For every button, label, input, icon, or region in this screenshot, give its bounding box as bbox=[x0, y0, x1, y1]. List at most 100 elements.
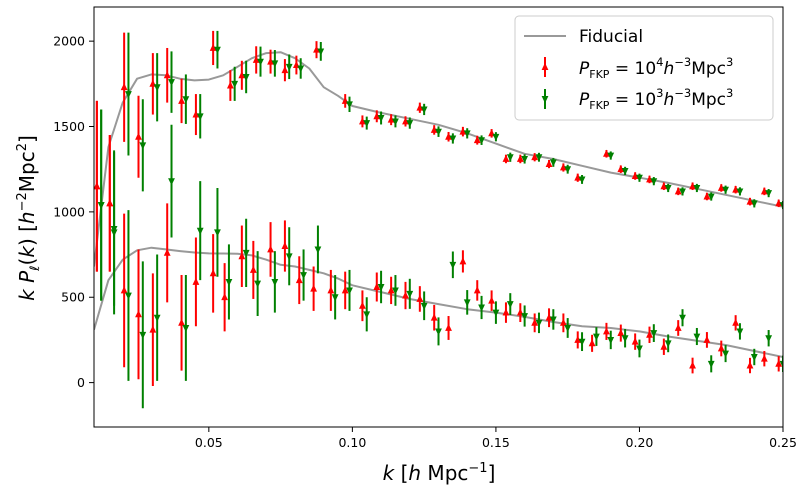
series-1-monopole-point bbox=[660, 182, 668, 190]
series-2-quadrupole-point bbox=[242, 249, 250, 258]
series-1-quadrupole-point bbox=[430, 313, 438, 321]
series-1-monopole-point bbox=[226, 81, 234, 89]
series-1-quadrupole-point bbox=[473, 286, 481, 294]
series-1-quadrupole-point bbox=[221, 293, 229, 301]
legend-label-fiducial: Fiducial bbox=[579, 27, 643, 47]
series-1-quadrupole-point bbox=[732, 318, 740, 326]
series-1-monopole-point bbox=[775, 199, 783, 207]
series-1-quadrupole-point bbox=[295, 275, 303, 284]
series-1-quadrupole-point bbox=[703, 335, 711, 343]
series-2-monopole-point bbox=[521, 156, 529, 164]
series-2-quadrupole-point bbox=[285, 253, 293, 261]
series-2-quadrupole-point bbox=[736, 328, 744, 336]
series-1-monopole-point bbox=[238, 71, 246, 79]
series-2-monopole-point bbox=[297, 65, 305, 73]
x-tick-label: 0.05 bbox=[195, 435, 223, 450]
series-2-monopole-point bbox=[564, 166, 572, 174]
series-1-monopole-point bbox=[459, 127, 467, 135]
legend-label-series-1: PFKP = 104h−3Mpc3 bbox=[579, 55, 733, 81]
series-1-quadrupole-point bbox=[574, 335, 582, 343]
series-1-quadrupole-point bbox=[163, 248, 171, 256]
series-1-monopole-point bbox=[545, 159, 553, 168]
series-2-monopole-point bbox=[779, 202, 783, 210]
series-2-monopole-point bbox=[420, 106, 428, 114]
series-2-monopole-point bbox=[492, 133, 500, 141]
series-1-monopole-point bbox=[674, 187, 682, 195]
legend-swatch-series-1-marker bbox=[541, 62, 549, 70]
series-1-monopole-point bbox=[178, 96, 185, 104]
series-1-monopole-point bbox=[313, 45, 320, 53]
series-2-monopole-point bbox=[317, 48, 325, 56]
series-1-quadrupole-point bbox=[402, 291, 409, 299]
series-2-quadrupole-point bbox=[168, 178, 175, 186]
series-2-monopole-point bbox=[139, 142, 147, 150]
series-1-quadrupole-point bbox=[502, 308, 510, 316]
series-2-monopole-point bbox=[196, 113, 204, 121]
series-1-quadrupole-point bbox=[603, 327, 610, 335]
series-2-monopole-point bbox=[664, 185, 672, 193]
x-axis-ticks: 0.05 0.10 0.15 0.20 0.25 bbox=[195, 427, 797, 450]
series-1-monopole-point bbox=[516, 154, 524, 162]
series-2-monopole-point bbox=[392, 118, 399, 126]
series-2-quadrupole-point bbox=[420, 302, 428, 310]
series-1-monopole-point bbox=[267, 57, 274, 65]
series-1-monopole-point bbox=[416, 103, 424, 111]
series-2-quadrupole-point bbox=[97, 202, 105, 210]
series-2-monopole-point bbox=[750, 200, 758, 208]
series-1-monopole-point bbox=[120, 83, 128, 91]
series-1-quadrupole-point bbox=[488, 296, 496, 304]
series-1-quadrupole-point bbox=[775, 359, 783, 367]
series-1-quadrupole-point bbox=[760, 354, 768, 362]
series-1-monopole-point bbox=[430, 125, 438, 133]
series-2-monopole-point bbox=[650, 178, 658, 186]
legend-label-series-2: PFKP = 103h−3Mpc3 bbox=[579, 86, 733, 112]
series-2-monopole-point bbox=[549, 159, 557, 167]
x-tick-label: 0.15 bbox=[482, 435, 510, 450]
series-2-quadrupole-point bbox=[463, 299, 471, 307]
marker-layer bbox=[94, 43, 783, 369]
series-2-monopole-point bbox=[168, 79, 175, 87]
series-1-quadrupole-point bbox=[588, 339, 596, 347]
series-2-quadrupole-point bbox=[314, 246, 322, 254]
series-1-quadrupole-point bbox=[689, 361, 696, 369]
series-2-quadrupole-point bbox=[636, 345, 643, 353]
series-2-quadrupole-point bbox=[300, 272, 307, 280]
series-1-quadrupole-point bbox=[310, 284, 318, 292]
series-2-quadrupole-point bbox=[331, 294, 339, 302]
series-1-quadrupole-point bbox=[94, 182, 101, 190]
legend-swatches bbox=[524, 35, 566, 109]
series-2-monopole-point bbox=[346, 101, 353, 109]
series-1-quadrupole-point bbox=[617, 328, 625, 337]
series-1-quadrupole-point bbox=[459, 257, 467, 265]
y-tick-label: 2000 bbox=[53, 34, 85, 49]
plot-frame bbox=[93, 6, 784, 428]
series-1-monopole-point bbox=[603, 149, 610, 157]
series-2-quadrupole-point bbox=[722, 350, 729, 358]
series-1-monopole-point bbox=[135, 132, 142, 140]
series-1-quadrupole-point bbox=[445, 323, 452, 331]
y-axis-ticks: 0 500 1000 1500 2000 bbox=[53, 34, 94, 390]
series-1-quadrupole-point bbox=[341, 286, 349, 294]
series-2-quadrupole-point bbox=[607, 336, 615, 345]
series-2-quadrupole-point bbox=[392, 287, 399, 295]
series-1-monopole-point bbox=[631, 171, 639, 179]
series-1-monopole-point bbox=[760, 187, 768, 195]
series-2-monopole-point bbox=[736, 188, 744, 196]
series-2-monopole-point bbox=[271, 60, 279, 68]
series-2-quadrupole-point bbox=[707, 360, 715, 369]
fiducial-monopole-line bbox=[94, 51, 783, 267]
series-1-quadrupole-point bbox=[717, 344, 725, 352]
series-2-monopole-point bbox=[363, 120, 371, 128]
series-1-quadrupole-point bbox=[674, 323, 682, 331]
legend: Fiducial PFKP = 104h−3Mpc3 PFKP = 103h−3… bbox=[514, 15, 774, 121]
series-1-monopole-point bbox=[445, 132, 452, 140]
x-tick-label: 0.25 bbox=[769, 435, 797, 450]
series-1-monopole-point bbox=[703, 192, 711, 200]
series-2-monopole-point bbox=[449, 135, 457, 143]
y-tick-label: 500 bbox=[61, 290, 85, 305]
series-1-monopole-point bbox=[473, 135, 481, 144]
series-1-quadrupole-point bbox=[120, 286, 128, 294]
series-2-quadrupole-point bbox=[664, 340, 672, 348]
series-1-monopole-point bbox=[646, 175, 653, 183]
series-2-monopole-point bbox=[693, 185, 701, 193]
